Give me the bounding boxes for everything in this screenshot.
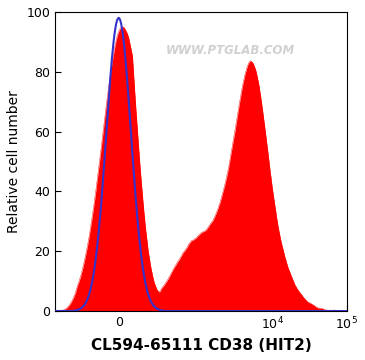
- Y-axis label: Relative cell number: Relative cell number: [7, 90, 21, 233]
- Text: WWW.PTGLAB.COM: WWW.PTGLAB.COM: [165, 44, 295, 57]
- X-axis label: CL594-65111 CD38 (HIT2): CL594-65111 CD38 (HIT2): [91, 338, 311, 353]
